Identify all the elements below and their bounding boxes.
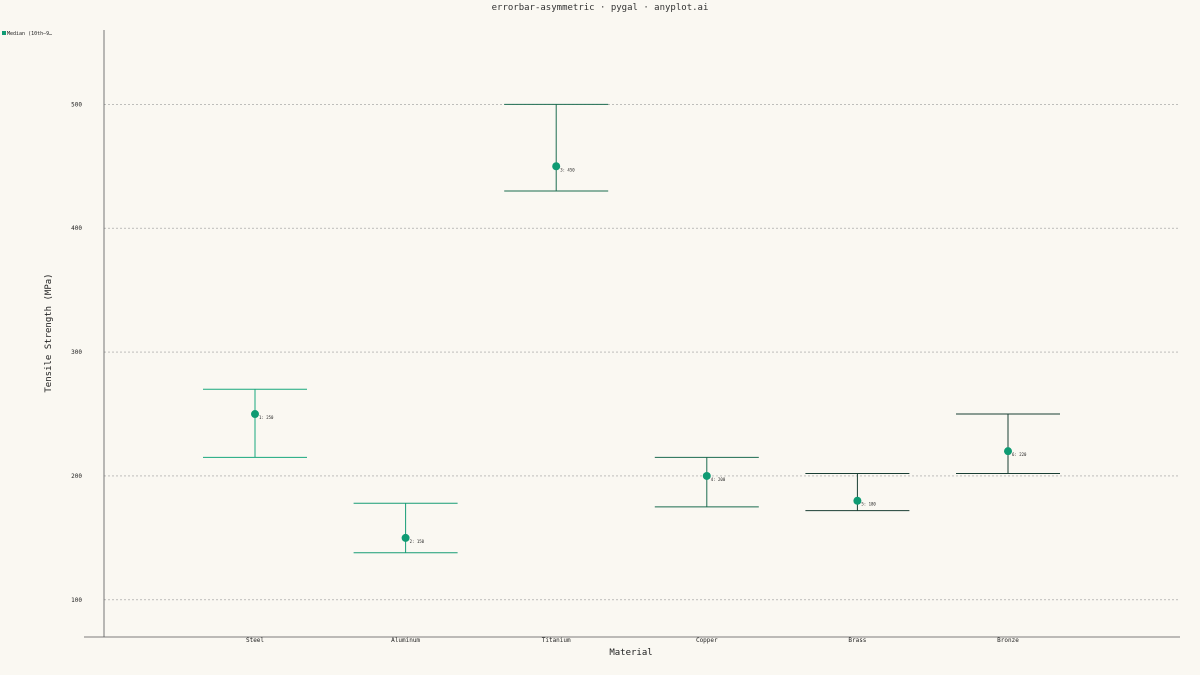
point-data-label: 4: 200 [711,477,726,482]
median-point [853,496,862,505]
legend-label: Median (10th–9… [7,31,52,37]
point-data-label: 1: 250 [259,415,274,420]
x-tick-labels: Steel Aluminum Titanium Copper Brass Bronze [246,637,1019,644]
y-tick-label: 200 [71,473,82,480]
y-axis-title: Tensile Strength (MPa) [44,273,54,392]
grid-lines [104,104,1180,601]
point-data-label: 2: 150 [410,539,425,544]
point-data-label: 3: 450 [560,167,575,172]
point-labels: 1: 250 2: 150 3: 450 4: 200 5: 180 6: 220 [259,167,1027,544]
point-data-label: 6: 220 [1012,452,1027,457]
median-point [702,471,711,480]
y-tick-label: 300 [71,349,82,356]
x-tick-label: Brass [848,637,866,644]
point-data-label: 5: 180 [861,502,876,507]
median-points [251,162,1012,542]
y-tick-labels: 100 200 300 400 500 [71,101,82,604]
x-axis-title: Material [609,648,652,658]
median-point [552,162,561,171]
x-tick-label: Bronze [997,637,1019,644]
x-tick-label: Titanium [542,637,571,644]
legend-swatch [2,31,6,35]
legend: Median (10th–9… [2,31,52,37]
y-tick-label: 100 [71,597,82,604]
x-tick-label: Copper [696,637,718,644]
axes [84,30,1180,638]
y-tick-label: 500 [71,101,82,108]
x-tick-label: Steel [246,637,264,644]
error-bars [203,103,1060,554]
x-tick-label: Aluminum [391,637,420,644]
median-point [401,533,410,542]
y-tick-label: 400 [71,225,82,232]
chart-title: errorbar-asymmetric · pygal · anyplot.ai [492,3,709,13]
median-point [1004,447,1012,456]
median-point [251,410,259,419]
